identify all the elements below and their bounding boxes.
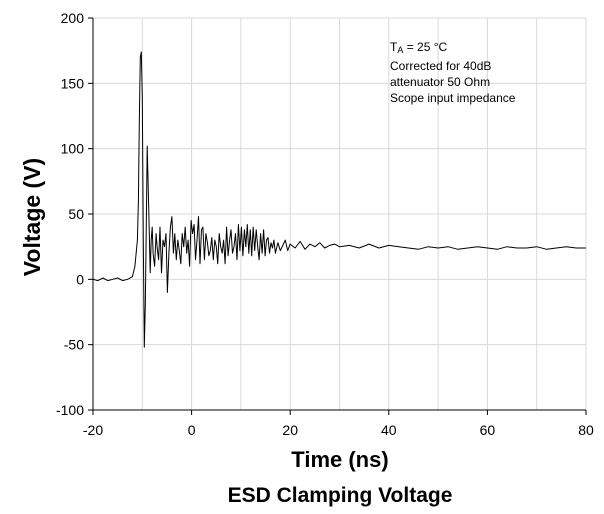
x-tick-label-2: 20: [282, 422, 298, 438]
annotation-line-4: Scope input impedance: [390, 91, 516, 105]
y-tick-label-3: 50: [68, 206, 84, 222]
annotation-box: TA = 25 °C Corrected for 40dB attenuator…: [390, 40, 516, 105]
y-tick-label-0: -100: [56, 402, 84, 418]
y-tick-label-2: 0: [76, 271, 84, 287]
y-tick-label-6: 200: [61, 10, 85, 26]
gridlines: [93, 17, 587, 410]
chart-title: ESD Clamping Voltage: [228, 484, 453, 507]
voltage-trace: [92, 51, 586, 348]
y-tick-label-4: 100: [61, 141, 85, 157]
y-axis-title: Voltage (V): [19, 158, 45, 276]
y-tick-labels: -100 -50 0 50 100 150 200: [56, 10, 84, 418]
annotation-line-3: attenuator 50 Ohm: [390, 75, 490, 89]
x-tick-labels: -20 0 20 40 60 80: [83, 422, 594, 438]
x-tick-label-1: 0: [188, 422, 196, 438]
annotation-temperature: TA = 25 °C: [390, 40, 448, 55]
y-tick-label-5: 150: [61, 75, 85, 91]
y-tick-label-1: -50: [64, 337, 84, 353]
x-axis-title: Time (ns): [291, 447, 388, 472]
x-tick-label-5: 80: [578, 422, 594, 438]
x-tick-label-4: 60: [480, 422, 496, 438]
axes: [88, 17, 587, 415]
x-tick-label-3: 40: [381, 422, 397, 438]
x-tick-label-0: -20: [83, 422, 103, 438]
annotation-line-2: Corrected for 40dB: [390, 59, 491, 73]
